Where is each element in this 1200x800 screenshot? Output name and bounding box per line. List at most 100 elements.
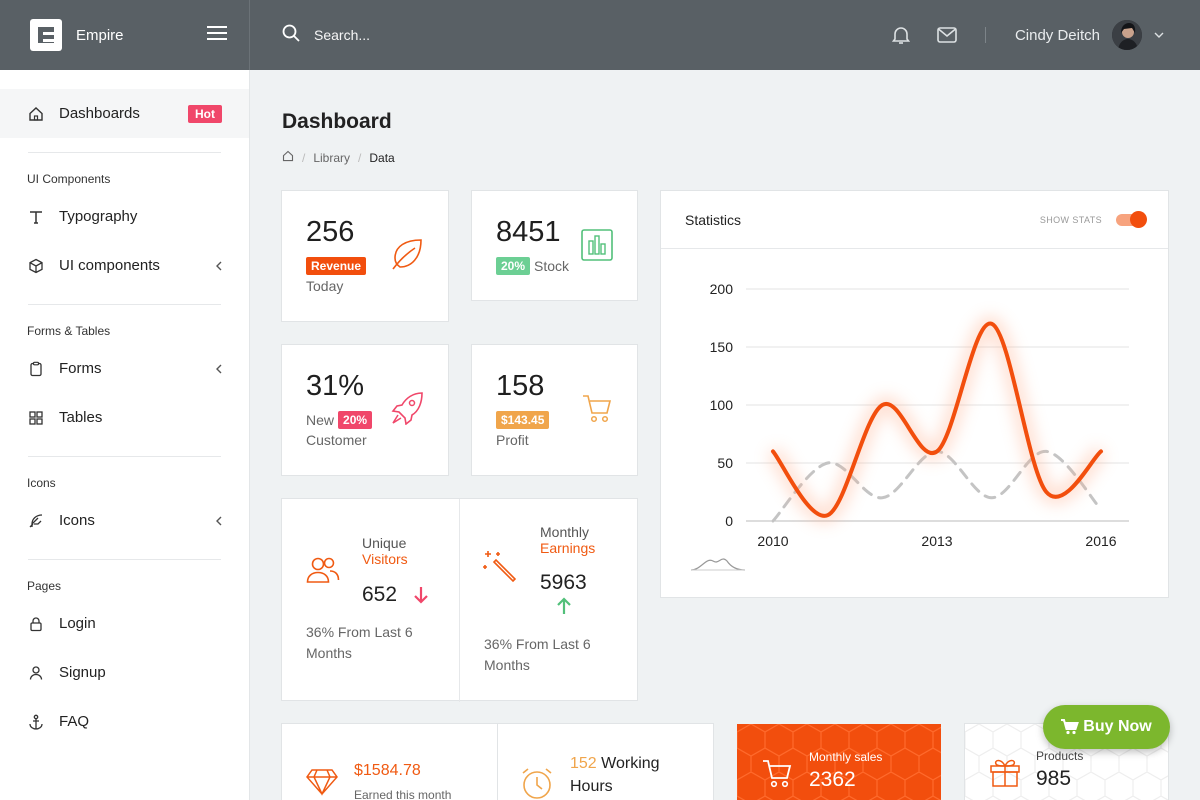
sidebar-item-typography[interactable]: Typography bbox=[0, 192, 249, 241]
sparkline-icon bbox=[690, 558, 746, 571]
home-icon[interactable] bbox=[282, 150, 294, 165]
search-input[interactable] bbox=[314, 27, 614, 43]
breadcrumb: / Library / Data bbox=[282, 150, 395, 165]
sidebar-item-label: Icons bbox=[59, 512, 95, 529]
visitors-line2: Visitors bbox=[362, 551, 408, 567]
grid-icon bbox=[27, 409, 45, 427]
statistics-title: Statistics bbox=[685, 211, 742, 228]
cart-icon bbox=[582, 393, 612, 428]
chevron-left-icon bbox=[216, 516, 222, 526]
statistics-chart: 0 50 100 150 200 2010 2013 2016 bbox=[690, 281, 1129, 571]
search-icon[interactable] bbox=[282, 24, 300, 47]
sidebar-item-dashboards[interactable]: Dashboards Hot bbox=[0, 89, 249, 138]
earnings-line2: Earnings bbox=[540, 540, 596, 556]
profit-sub: Profit bbox=[496, 432, 529, 448]
sidebar-item-tables[interactable]: Tables bbox=[0, 393, 249, 442]
breadcrumb-item[interactable]: Library bbox=[313, 150, 351, 165]
monthly-sales-card: Monthly sales 2362 bbox=[737, 724, 941, 800]
sidebar-item-label: Dashboards bbox=[59, 105, 140, 122]
hours-card: 152 Working Hours bbox=[497, 723, 714, 800]
monthly-sales-label: Monthly sales bbox=[809, 750, 883, 764]
topbar-divider bbox=[984, 27, 986, 43]
sidebar-item-label: Forms bbox=[59, 360, 102, 377]
sidebar-item-label: FAQ bbox=[59, 713, 90, 730]
profit-card: 158 $143.45 Profit bbox=[471, 344, 638, 476]
diamond-icon bbox=[306, 768, 338, 800]
hours-label: Working Hours bbox=[570, 755, 660, 795]
show-stats-label: SHOW STATS bbox=[1039, 214, 1102, 225]
y-tick-label: 200 bbox=[710, 281, 734, 297]
sidebar-item-label: Typography bbox=[59, 208, 138, 225]
avatar[interactable] bbox=[1112, 20, 1142, 50]
customer-pre: New bbox=[306, 412, 335, 428]
rocket-icon bbox=[390, 391, 424, 430]
visitors-line1: Unique bbox=[362, 535, 407, 551]
brand-logo-icon[interactable] bbox=[30, 19, 62, 51]
sidebar-item-signup[interactable]: Signup bbox=[0, 648, 249, 697]
visitors-value: 652 bbox=[362, 583, 398, 606]
anchor-icon bbox=[27, 713, 45, 731]
earnings-note: 36% From Last 6 Months bbox=[484, 636, 591, 673]
arrow-down-icon bbox=[414, 586, 428, 609]
x-tick-label: 2013 bbox=[921, 533, 952, 549]
show-stats-toggle[interactable] bbox=[1116, 210, 1147, 228]
sidebar-item-label: UI components bbox=[59, 257, 160, 274]
revenue-tag: Revenue bbox=[306, 257, 367, 275]
series-line-glow bbox=[767, 316, 1106, 523]
buy-now-button[interactable]: Buy Now bbox=[1043, 705, 1170, 749]
brand-name: Empire bbox=[76, 26, 124, 44]
leaf-icon bbox=[390, 237, 424, 276]
gift-icon bbox=[989, 756, 1021, 793]
series-line-primary bbox=[771, 321, 1103, 518]
sidebar-item-label: Login bbox=[59, 615, 96, 632]
search-bar bbox=[282, 24, 614, 47]
visitors-earnings-card: Unique Visitors 652 36% From Last 6 Mont… bbox=[281, 498, 638, 702]
lock-icon bbox=[27, 615, 45, 633]
earned-sub: Earned this month bbox=[354, 788, 452, 800]
sidebar-item-icons[interactable]: Icons bbox=[0, 496, 249, 545]
sidebar-item-faq[interactable]: FAQ bbox=[0, 697, 249, 746]
chevron-left-icon bbox=[216, 364, 222, 374]
sidebar: Dashboards Hot UI Components Typography … bbox=[0, 70, 250, 800]
section-title-forms-tables: Forms & Tables bbox=[27, 324, 111, 338]
monthly-sales-value: 2362 bbox=[809, 768, 856, 791]
breadcrumb-current: Data bbox=[369, 150, 395, 165]
home-icon bbox=[27, 105, 45, 123]
bell-icon[interactable] bbox=[891, 25, 911, 45]
feather-icon bbox=[27, 512, 45, 530]
hot-badge: Hot bbox=[188, 104, 222, 123]
customer-tag: 20% bbox=[338, 411, 373, 429]
sidebar-item-ui-components[interactable]: UI components bbox=[0, 241, 249, 290]
top-bar: Empire Cindy Deitch bbox=[0, 0, 1200, 70]
divider bbox=[28, 152, 221, 153]
earnings-line1: Monthly bbox=[540, 524, 590, 540]
profit-tag: $143.45 bbox=[496, 411, 550, 429]
customer-sub: Customer bbox=[306, 432, 367, 448]
revenue-value: 256 bbox=[306, 216, 355, 248]
user-icon bbox=[27, 664, 45, 682]
visitors-note: 36% From Last 6 Months bbox=[306, 624, 413, 661]
mail-icon[interactable] bbox=[937, 27, 957, 43]
x-tick-label: 2010 bbox=[757, 533, 788, 549]
clipboard-icon bbox=[27, 360, 45, 378]
y-tick-label: 0 bbox=[725, 513, 733, 529]
sidebar-item-login[interactable]: Login bbox=[0, 599, 249, 648]
statistics-card: Statistics SHOW STATS 0 50 100 150 200 2010 20… bbox=[660, 190, 1169, 598]
magic-wand-icon bbox=[482, 549, 517, 588]
section-title-icons: Icons bbox=[27, 476, 56, 490]
top-right-actions: Cindy Deitch bbox=[865, 20, 1200, 50]
x-tick-label: 2016 bbox=[1085, 533, 1116, 549]
stock-tag: 20% bbox=[496, 257, 531, 275]
revenue-card: 256 Revenue Today bbox=[281, 190, 449, 322]
arrow-up-icon bbox=[557, 597, 571, 620]
divider bbox=[28, 456, 221, 457]
chevron-down-icon[interactable] bbox=[1154, 32, 1164, 38]
cart-icon bbox=[762, 758, 792, 793]
y-tick-label: 50 bbox=[717, 455, 733, 471]
products-value: 985 bbox=[1036, 767, 1072, 790]
divider bbox=[28, 559, 221, 560]
hamburger-menu-icon[interactable] bbox=[207, 25, 227, 46]
sidebar-item-forms[interactable]: Forms bbox=[0, 344, 249, 393]
earned-value: $1584.78 bbox=[354, 762, 421, 779]
user-name[interactable]: Cindy Deitch bbox=[1014, 26, 1100, 44]
